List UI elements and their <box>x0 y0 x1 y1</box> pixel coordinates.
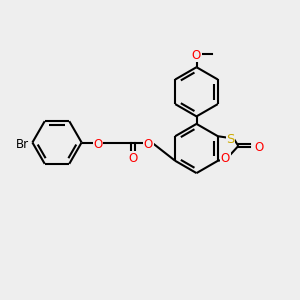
Text: O: O <box>94 137 103 151</box>
Text: O: O <box>144 137 153 151</box>
Text: O: O <box>254 141 263 154</box>
Text: O: O <box>221 152 230 165</box>
Text: Br: Br <box>16 137 29 151</box>
Text: O: O <box>192 49 201 62</box>
Text: S: S <box>226 133 235 146</box>
Text: O: O <box>128 152 137 165</box>
